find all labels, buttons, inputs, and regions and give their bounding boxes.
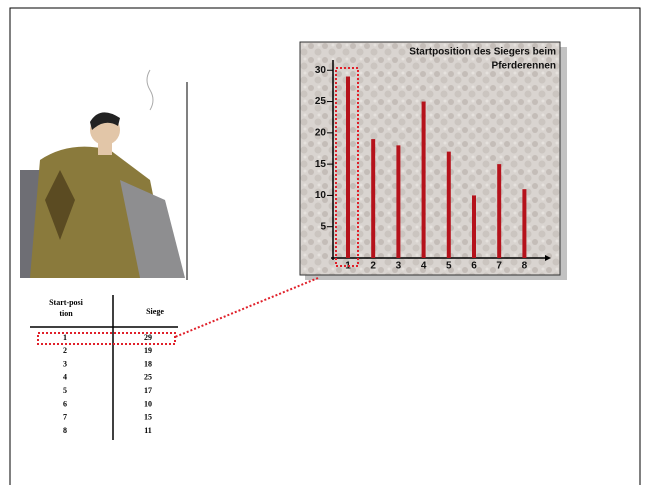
bar <box>396 145 401 258</box>
table-cell: 18 <box>144 359 152 368</box>
table-cell: 3 <box>63 359 67 368</box>
table-cell: 19 <box>144 346 152 355</box>
bar <box>371 139 376 258</box>
table-cell: 11 <box>144 426 152 435</box>
bar <box>346 76 350 258</box>
table-cell: 6 <box>63 399 67 408</box>
chart-title: Pferderennen <box>492 61 556 72</box>
frame <box>9 7 641 485</box>
y-tick-label: 20 <box>315 127 327 138</box>
bar <box>446 151 451 258</box>
table-cell: 25 <box>144 373 152 382</box>
x-tick-label: 2 <box>370 261 376 272</box>
connector <box>174 277 319 338</box>
highlight-bar <box>335 67 359 267</box>
table-cell: 5 <box>63 386 67 395</box>
x-tick-label: 8 <box>522 261 528 272</box>
highlight-row <box>37 332 176 345</box>
bar <box>472 195 476 258</box>
chart-panel <box>299 41 561 276</box>
y-tick-label: 30 <box>315 65 327 76</box>
table-cell: 15 <box>144 413 152 422</box>
x-tick-label: 7 <box>496 261 502 272</box>
table-cell: 2 <box>63 346 67 355</box>
y-tick-label: 10 <box>315 190 327 201</box>
illustration <box>20 69 185 278</box>
table-cell: 10 <box>144 399 152 408</box>
table-cell: 1 <box>63 333 67 342</box>
table-header-cell: Siege <box>146 307 164 316</box>
y-tick-label: 25 <box>315 96 327 107</box>
x-tick-label: 3 <box>396 261 402 272</box>
table-cell: 17 <box>144 386 152 395</box>
x-axis-arrow <box>545 255 551 261</box>
x-tick-label: 5 <box>446 261 452 272</box>
bar <box>522 189 527 258</box>
table-cell: 29 <box>144 333 152 342</box>
table-cell: 8 <box>63 426 67 435</box>
header-text: Start-position <box>49 298 83 318</box>
bar <box>421 101 426 258</box>
y-tick-label: 15 <box>315 159 327 170</box>
table-cell: 7 <box>63 413 67 422</box>
bar <box>497 164 502 258</box>
chart-title: Startposition des Siegers beim <box>409 47 556 58</box>
y-tick-label: 5 <box>320 221 326 232</box>
x-tick-label: 6 <box>471 261 477 272</box>
x-tick-label: 4 <box>421 261 427 272</box>
table-header-cell: Start-position <box>49 298 83 318</box>
table-cell: 4 <box>63 373 67 382</box>
